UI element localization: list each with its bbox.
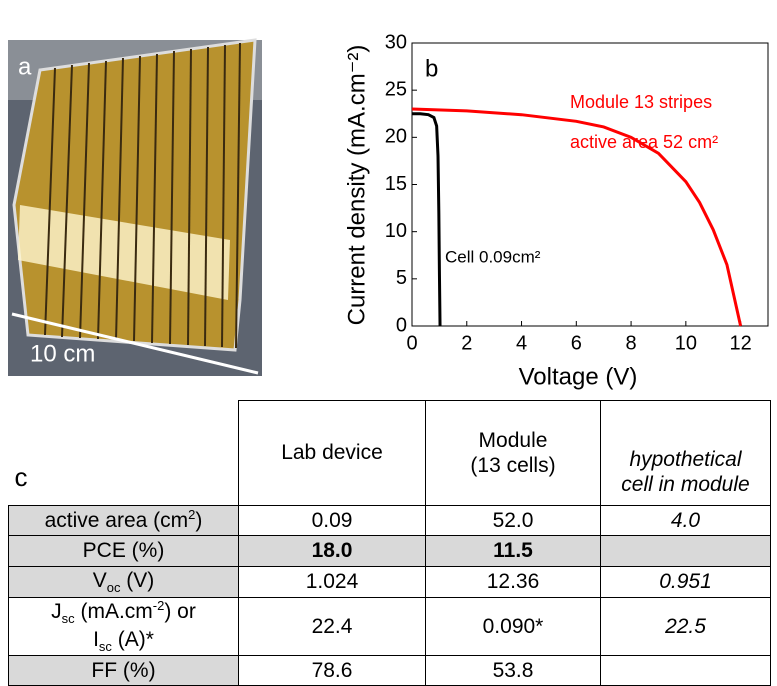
series-label: Module 13 stripes xyxy=(570,92,712,112)
scale-label: 10 cm xyxy=(30,340,95,367)
photo: a 10 cm xyxy=(8,38,262,376)
x-tick-label: 12 xyxy=(729,332,751,354)
panel-label: a xyxy=(18,53,32,80)
row-label: Voc (V) xyxy=(8,566,239,598)
annotation: active area 52 cm² xyxy=(570,132,718,152)
cell: 22.4 xyxy=(238,597,426,656)
column-header: Module (13 cells) xyxy=(425,400,601,506)
column-header: Lab device xyxy=(238,400,426,506)
x-tick-label: 4 xyxy=(516,332,527,354)
cell: 1.024 xyxy=(238,566,426,598)
x-tick-label: 2 xyxy=(461,332,472,354)
table: c Lab device Module (13 cells) hypothetic… xyxy=(8,400,771,686)
header-line: hypothetical xyxy=(629,447,742,471)
y-axis-label: Current density (mA.cm⁻²) xyxy=(343,45,370,326)
series-label: Cell 0.09cm² xyxy=(445,247,541,266)
row-label: Jsc (mA.cm-2) or Isc (A)* xyxy=(8,597,239,656)
header-line: cell in module xyxy=(621,472,750,496)
y-tick-label: 30 xyxy=(385,31,407,53)
y-tick-label: 10 xyxy=(385,220,407,242)
y-tick-label: 20 xyxy=(385,126,407,148)
line xyxy=(412,112,442,327)
y-tick-label: 15 xyxy=(385,173,407,195)
x-tick-label: 6 xyxy=(571,332,582,354)
cell: 0.951 xyxy=(600,566,771,598)
y-tick-label: 25 xyxy=(385,78,407,100)
plot-frame xyxy=(411,42,769,327)
column-header: hypothetical cell in module xyxy=(600,400,771,506)
figure: a 10 cm b Voltage (V) Current density (m… xyxy=(8,31,769,390)
cell: 18.0 xyxy=(238,535,426,567)
x-tick-label: 8 xyxy=(626,332,637,354)
panel-label: c xyxy=(14,461,28,492)
glare xyxy=(18,205,230,300)
cell: 0.090* xyxy=(425,597,601,656)
cell: 11.5 xyxy=(425,535,601,567)
header-line: Module xyxy=(478,428,548,452)
panel-label: b xyxy=(425,55,438,82)
header-line: (13 cells) xyxy=(470,454,556,477)
cell: 12.36 xyxy=(425,566,601,598)
cell: 53.8 xyxy=(425,655,601,686)
x-tick-label: 10 xyxy=(675,332,697,354)
y-tick-label: 0 xyxy=(396,314,407,336)
header-line: Lab device xyxy=(281,441,383,465)
cell: 78.6 xyxy=(238,655,426,686)
x-axis-label: Voltage (V) xyxy=(519,363,638,390)
cell: 52.0 xyxy=(425,505,601,536)
cell: 22.5 xyxy=(600,597,771,656)
row-label: PCE (%) xyxy=(8,535,239,567)
row-label: active area (cm2) xyxy=(8,505,239,536)
x-tick-label: 0 xyxy=(406,332,417,354)
row-label: FF (%) xyxy=(8,655,239,686)
cell xyxy=(600,535,771,567)
line xyxy=(411,107,743,327)
stripes xyxy=(44,42,241,349)
scale-bar xyxy=(11,312,259,375)
y-tick-label: 5 xyxy=(396,267,407,289)
cell: 0.09 xyxy=(238,505,426,536)
cell: 4.0 xyxy=(600,505,771,536)
cell xyxy=(600,655,771,686)
